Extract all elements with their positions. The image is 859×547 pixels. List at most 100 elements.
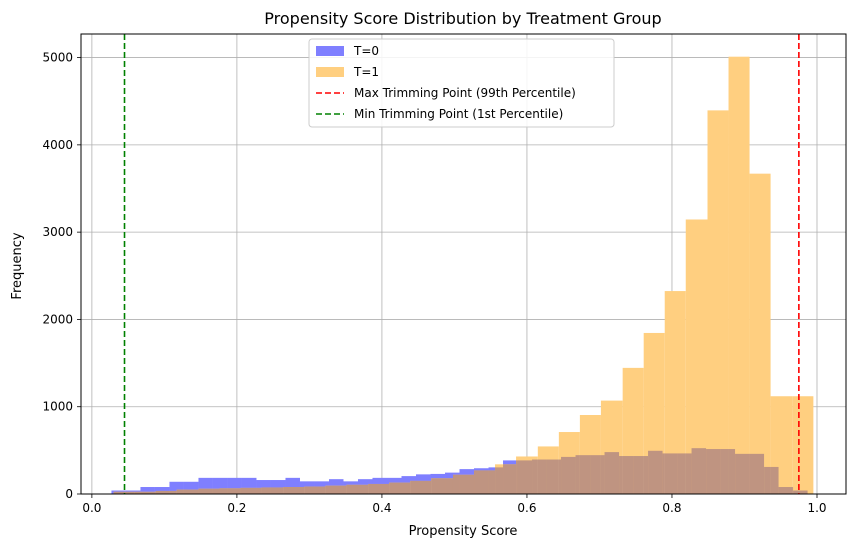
y-tick-label: 3000 bbox=[42, 225, 73, 239]
x-tick-label: 0.2 bbox=[227, 501, 246, 515]
overlap-bar bbox=[764, 466, 771, 494]
overlap-bar bbox=[677, 453, 686, 494]
y-tick-label: 5000 bbox=[42, 51, 73, 65]
overlap-bar bbox=[643, 456, 649, 494]
y-tick-label: 1000 bbox=[42, 400, 73, 414]
overlap-bar bbox=[516, 460, 518, 494]
overlap-bar bbox=[389, 482, 402, 494]
x-tick-label: 0.8 bbox=[662, 501, 681, 515]
overlap-bar bbox=[261, 487, 271, 494]
series-t0-bar bbox=[140, 487, 155, 494]
series-t1-bar bbox=[792, 396, 814, 494]
overlap-bar bbox=[622, 456, 634, 494]
overlap-bar bbox=[134, 491, 141, 494]
overlap-bar bbox=[706, 449, 708, 494]
x-tick-label: 0.6 bbox=[517, 501, 536, 515]
overlap-bar bbox=[299, 487, 305, 494]
overlap-bar bbox=[662, 453, 665, 494]
x-axis-ticks: 0.0 0.2 0.4 0.6 0.8 1.0 bbox=[82, 494, 827, 515]
overlap-bar bbox=[314, 486, 326, 494]
overlap-bar bbox=[685, 453, 692, 494]
overlap-bar bbox=[113, 491, 126, 494]
overlap-bar bbox=[546, 459, 559, 494]
y-tick-label: 2000 bbox=[42, 312, 73, 326]
legend: T=0 T=1 Max Trimming Point (99th Percentil… bbox=[308, 38, 615, 128]
overlap-bar bbox=[357, 484, 369, 494]
overlap-bar bbox=[430, 480, 432, 494]
y-tick-label: 0 bbox=[65, 487, 73, 501]
overlap-bar bbox=[240, 487, 242, 494]
overlap-bar bbox=[575, 455, 580, 494]
overlap-bar bbox=[633, 456, 644, 494]
overlap-bar bbox=[346, 484, 358, 494]
overlap-bar bbox=[600, 455, 605, 494]
overlap-bar bbox=[212, 488, 220, 494]
overlap-bar bbox=[304, 486, 315, 494]
legend-label-0: T=0 bbox=[353, 44, 379, 58]
overlap-bar bbox=[410, 480, 417, 494]
overlap-bar bbox=[401, 482, 411, 494]
overlap-bar bbox=[537, 459, 547, 494]
x-tick-label: 1.0 bbox=[807, 501, 826, 515]
overlap-bars bbox=[113, 448, 808, 494]
overlap-bar bbox=[532, 459, 538, 494]
x-axis-label: Propensity Score bbox=[409, 524, 518, 539]
overlap-bar bbox=[720, 449, 729, 494]
series-t0-bar bbox=[154, 487, 170, 494]
overlap-bar bbox=[590, 455, 601, 494]
overlap-bar bbox=[792, 487, 794, 494]
y-tick-label: 4000 bbox=[42, 138, 73, 152]
overlap-bar bbox=[285, 487, 300, 494]
series-t1-bar bbox=[749, 173, 771, 494]
overlap-bar bbox=[325, 485, 329, 494]
series-t1-bar bbox=[707, 110, 729, 495]
overlap-bar bbox=[558, 459, 562, 494]
legend-swatch-1 bbox=[316, 67, 344, 77]
overlap-bar bbox=[227, 488, 241, 494]
overlap-bar bbox=[256, 487, 262, 494]
overlap-bar bbox=[155, 490, 170, 494]
series-t1-bar bbox=[728, 56, 750, 495]
overlap-bar bbox=[561, 456, 576, 494]
overlap-bar bbox=[140, 491, 155, 494]
overlap-bar bbox=[488, 470, 496, 494]
overlap-bar bbox=[241, 487, 257, 494]
overlap-bar bbox=[735, 453, 750, 494]
overlap-bar bbox=[495, 467, 504, 494]
reference-lines bbox=[123, 34, 800, 494]
overlap-bar bbox=[664, 453, 678, 494]
overlap-bar bbox=[387, 483, 390, 494]
overlap-bar bbox=[372, 483, 387, 494]
overlap-bar bbox=[283, 487, 286, 494]
overlap-bar bbox=[503, 464, 517, 494]
x-tick-label: 0.0 bbox=[82, 501, 101, 515]
overlap-bar bbox=[728, 449, 736, 494]
y-axis-ticks: 0 1000 2000 3000 4000 5000 bbox=[42, 51, 81, 501]
overlap-bar bbox=[604, 452, 620, 494]
overlap-bar bbox=[328, 485, 344, 494]
overlap-bar bbox=[459, 474, 475, 494]
legend-label-1: T=1 bbox=[353, 65, 379, 79]
legend-swatch-0 bbox=[316, 46, 344, 56]
overlap-bar bbox=[778, 487, 793, 494]
overlap-bar bbox=[416, 480, 431, 494]
plot-frame bbox=[80, 33, 847, 495]
series-t1-bar bbox=[664, 291, 686, 494]
chart-title: Propensity Score Distribution by Treatme… bbox=[264, 9, 661, 28]
legend-box bbox=[308, 38, 615, 128]
series-t1-bar bbox=[685, 219, 708, 494]
overlap-bar bbox=[270, 487, 284, 494]
overlap-bar bbox=[154, 491, 156, 494]
y-axis-label: Frequency bbox=[10, 232, 25, 299]
overlap-bar bbox=[183, 489, 199, 494]
overlap-bar bbox=[452, 474, 460, 494]
overlap-bar bbox=[198, 488, 213, 494]
overlap-bar bbox=[793, 490, 808, 494]
legend-label-3: Min Trimming Point (1st Percentile) bbox=[354, 107, 563, 121]
overlap-bar bbox=[125, 491, 135, 494]
overlap-bar bbox=[619, 456, 623, 494]
overlap-bar bbox=[770, 466, 779, 494]
overlap-bar bbox=[219, 488, 228, 494]
overlap-bar bbox=[579, 455, 591, 494]
